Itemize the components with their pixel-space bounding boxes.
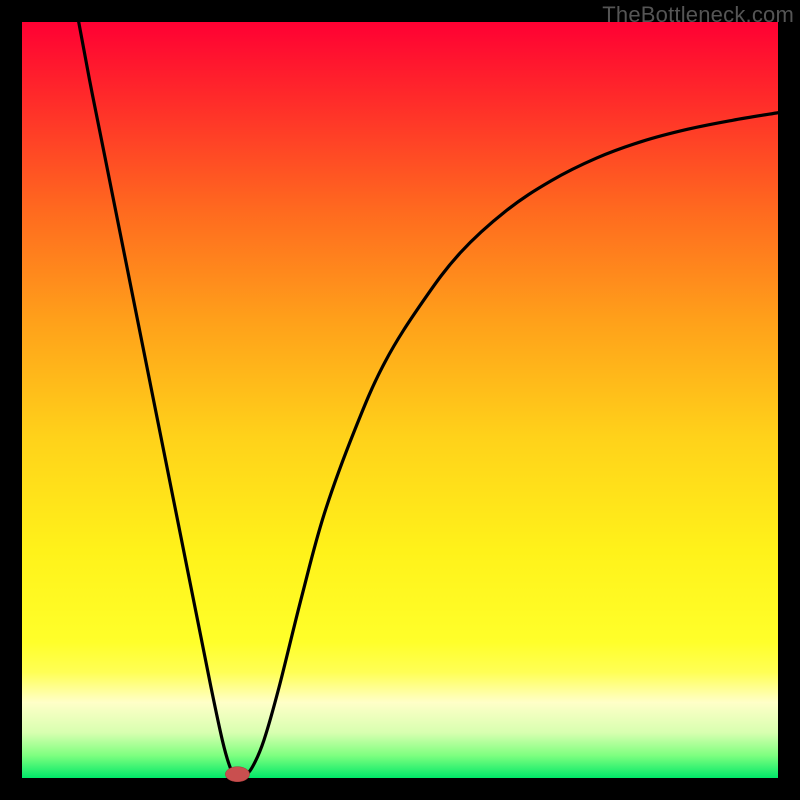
bottleneck-chart: TheBottleneck.com [0,0,800,800]
watermark-text: TheBottleneck.com [602,2,794,28]
optimal-point-marker [225,767,249,782]
chart-svg [0,0,800,800]
